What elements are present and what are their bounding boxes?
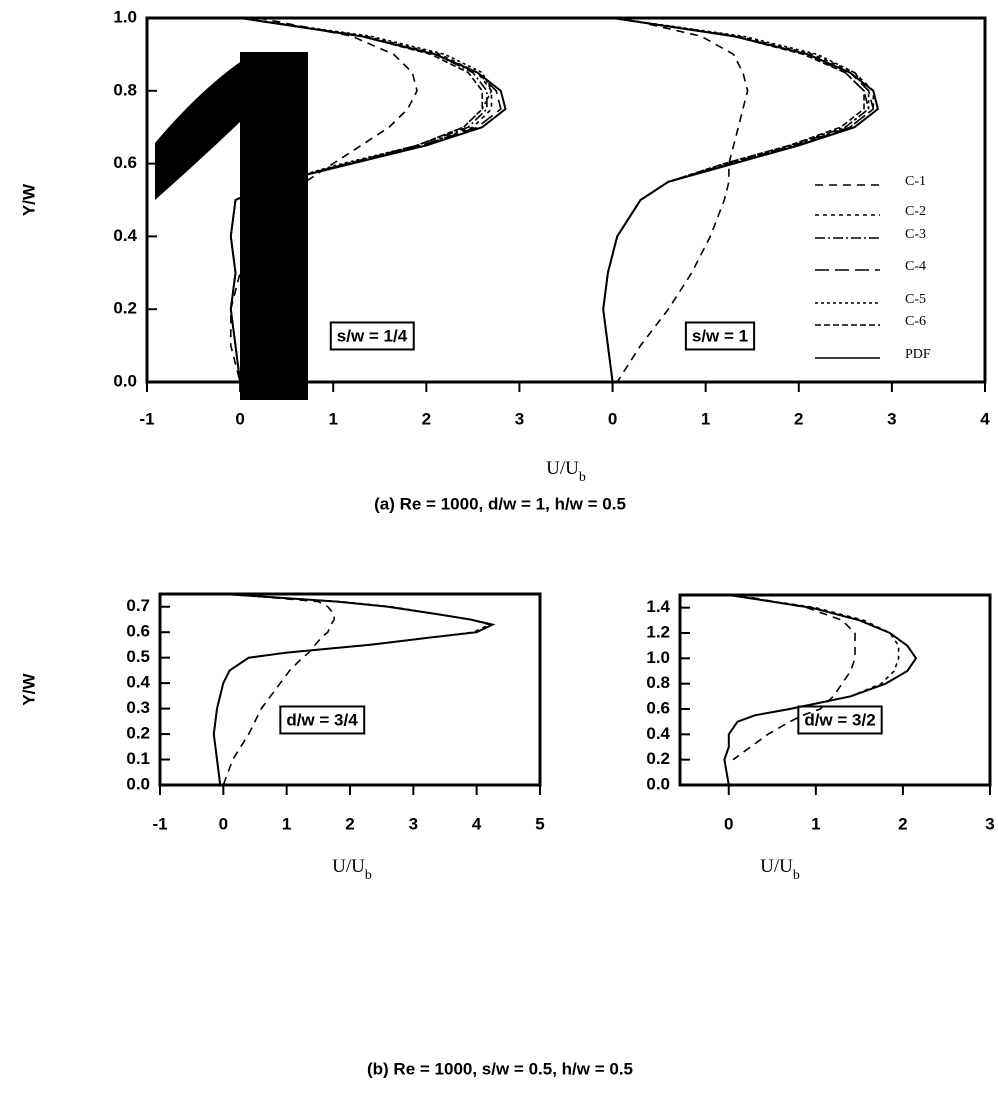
y-tick-label: 0.0 — [113, 371, 137, 390]
y-tick-label: 0.0 — [126, 774, 150, 793]
annotation-box — [279, 705, 366, 735]
x-axis-title-main: U/U — [546, 458, 579, 479]
x-axis-title: U/Ub — [546, 458, 586, 484]
x-tick-label: 1 — [701, 409, 710, 428]
profile-line — [229, 17, 870, 383]
profile-line — [212, 593, 492, 786]
profile-line — [229, 17, 865, 383]
y-tick-label: 0.4 — [113, 226, 137, 245]
x-tick-label: 3 — [887, 409, 896, 428]
x-tick-label: 3 — [409, 814, 418, 833]
x-axis-title-main: U/U — [760, 856, 793, 877]
x-tick-label: 2 — [345, 814, 354, 833]
y-axis-title: Y/W — [19, 672, 38, 705]
annotation: s/w = 1/4 — [337, 326, 408, 345]
y-tick-label: 1.2 — [646, 622, 670, 641]
y-tick-label: 0.4 — [646, 724, 670, 743]
y-tick-label: 0.3 — [126, 698, 150, 717]
annotation: d/w = 3/2 — [804, 710, 875, 729]
x-tick-label: 1 — [811, 814, 820, 833]
annotation: s/w = 1 — [692, 326, 748, 345]
x-tick-label: 4 — [980, 409, 990, 428]
x-tick-label: 1 — [282, 814, 291, 833]
y-tick-label: 1.4 — [646, 597, 670, 616]
x-axis-title: U/Ub — [760, 856, 800, 882]
x-tick-label: -1 — [139, 409, 154, 428]
x-tick-label: 0 — [608, 409, 617, 428]
x-axis-title-sub: b — [579, 470, 586, 485]
caption: (a) Re = 1000, d/w = 1, h/w = 0.5 — [374, 494, 626, 513]
x-tick-label: 1 — [328, 409, 337, 428]
legend-label: C-3 — [905, 227, 926, 242]
x-tick-label: 0 — [724, 814, 733, 833]
y-tick-label: 0.8 — [646, 673, 670, 692]
plot-layer: -1 0 1 2 3 0 1 2 3 4 0.0 0.2 0.4 0.6 0.8 1.0 C-1 C-2 C-3 C-… — [19, 7, 994, 1078]
x-tick-label: 0 — [235, 409, 244, 428]
profile-line — [212, 593, 496, 786]
legend-label: PDF — [905, 347, 931, 362]
plot-frame — [678, 593, 992, 787]
legend-label: C-2 — [905, 204, 926, 219]
annotation-box — [329, 321, 415, 351]
y-tick-label: 0.7 — [126, 596, 150, 615]
logo-flag — [155, 62, 240, 200]
y-tick-label: 0.0 — [646, 774, 670, 793]
y-tick-label: 0.6 — [126, 622, 150, 641]
x-tick-label: 5 — [535, 814, 544, 833]
x-tick-label: 2 — [898, 814, 907, 833]
profile-line — [229, 17, 880, 383]
annotation-box — [684, 321, 756, 351]
legend-label: C-4 — [905, 259, 926, 274]
y-tick-label: 0.2 — [646, 749, 670, 768]
x-tick-label: 0 — [219, 814, 228, 833]
y-axis-title: Y/W — [19, 183, 38, 216]
legend-label: C-1 — [905, 174, 926, 189]
x-tick-label: 3 — [985, 814, 994, 833]
annotation-box — [797, 705, 883, 735]
x-tick-label: 2 — [794, 409, 803, 428]
y-tick-label: 0.2 — [113, 299, 137, 318]
profile-line — [222, 593, 335, 786]
y-tick-label: 0.1 — [126, 749, 150, 768]
profile-line — [229, 17, 875, 383]
profile-line — [723, 594, 900, 786]
profile-line — [230, 17, 749, 383]
profile-line — [723, 594, 918, 786]
y-tick-label: 0.4 — [126, 673, 150, 692]
y-tick-label: 1.0 — [646, 648, 670, 667]
y-tick-label: 0.6 — [113, 153, 137, 172]
logo-bar — [240, 52, 308, 400]
plot-frame — [145, 16, 987, 384]
caption: (b) Re = 1000, s/w = 0.5, h/w = 0.5 — [367, 1059, 633, 1078]
x-axis-title-sub: b — [365, 868, 372, 883]
x-tick-label: 4 — [472, 814, 482, 833]
profile-line — [229, 17, 875, 383]
x-tick-label: -1 — [152, 814, 167, 833]
annotation: d/w = 3/4 — [286, 710, 358, 729]
x-axis-title-sub: b — [793, 868, 800, 883]
y-tick-label: 0.2 — [126, 724, 150, 743]
y-tick-label: 0.5 — [126, 647, 150, 666]
y-tick-label: 1.0 — [113, 7, 137, 26]
y-tick-label: 0.6 — [646, 698, 670, 717]
x-tick-label: 3 — [515, 409, 524, 428]
logo-overlay — [155, 52, 308, 400]
profile-line — [229, 17, 870, 383]
x-axis-title-main: U/U — [332, 856, 365, 877]
profile-line — [732, 594, 856, 761]
x-tick-label: 2 — [422, 409, 431, 428]
y-tick-label: 0.8 — [113, 80, 137, 99]
x-axis-title: U/Ub — [332, 856, 372, 882]
legend-label: C-6 — [905, 314, 926, 329]
legend-label: C-5 — [905, 292, 926, 307]
